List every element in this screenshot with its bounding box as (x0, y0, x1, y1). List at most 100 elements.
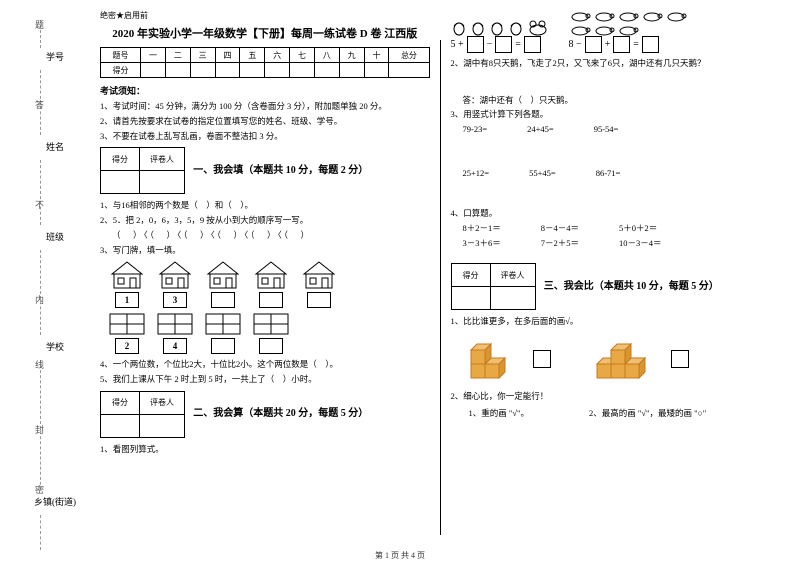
grader-box: 得分评卷人 (100, 147, 185, 194)
door-number-blank (211, 292, 235, 308)
q1-5: 5、我们上课从下午 2 时上到 5 时，一共上了（ ）小时。 (100, 373, 430, 386)
field-class: 班级 (46, 230, 64, 243)
mental-calc-row: 3－3＋6＝ 7－2＋5＝ 10－3－4＝ (463, 237, 781, 249)
house-icon (204, 260, 242, 290)
calc-item: 10－3－4＝ (619, 237, 662, 249)
answer-box (613, 36, 630, 53)
section-2-title: 二、我会算（本题共 20 分，每题 5 分） (193, 404, 368, 419)
mini-grader: 评卷人 (490, 264, 535, 287)
seal-text: 内 (33, 295, 46, 312)
grader-box: 得分评卷人 (451, 263, 536, 310)
left-column: 绝密★启用前 2020 年实验小学一年级数学【下册】每周一练试卷 D 卷 江西版… (90, 10, 440, 545)
field-school: 学校 (46, 340, 64, 353)
cube-stack-icon (463, 334, 523, 384)
turtle-icon (665, 10, 687, 22)
turtle-icon (569, 24, 591, 36)
field-name: 姓名 (46, 140, 64, 153)
turtle-icon (641, 10, 663, 22)
vertical-calc-row: 25+12= 55+45= 86-71= (463, 168, 781, 178)
equation-2: 8 − + = (569, 36, 699, 53)
door-number-blank (211, 338, 235, 354)
seal-text: 封 (33, 425, 46, 442)
q1-1: 1、与16相邻的两个数是（ ）和（ ）。 (100, 199, 430, 212)
turtle-icon (593, 10, 615, 22)
notice-item: 3、不要在试卷上乱写乱画，卷面不整洁扣 3 分。 (100, 130, 430, 143)
boxpile-icon (108, 312, 146, 336)
house-icon (252, 260, 290, 290)
score-col: 六 (265, 48, 290, 63)
calc-item: 24+45= (527, 124, 554, 134)
q2-1: 1、看图列算式。 (100, 443, 430, 456)
score-col: 八 (314, 48, 339, 63)
boxpile-icon (156, 312, 194, 336)
mini-score: 得分 (451, 264, 490, 287)
eq-text: 8 − (569, 39, 582, 50)
mini-grader: 评卷人 (140, 391, 185, 414)
calc-item: 7－2＋5＝ (541, 237, 579, 249)
calc-item: 95-54= (594, 124, 619, 134)
binding-sidebar: 学号 姓名 班级 学校 乡镇(街道) 题 答 不 内 线 封 密 (0, 0, 85, 565)
field-student-id: 学号 (46, 50, 64, 63)
answer-box (585, 36, 602, 53)
mouse-icon (527, 18, 549, 36)
seal-text: 题 (33, 20, 46, 37)
cubes-compare (463, 334, 781, 384)
house-icon (156, 260, 194, 290)
eq-text: + (605, 39, 611, 50)
score-col: 总分 (389, 48, 429, 63)
calc-item: 55+45= (529, 168, 556, 178)
houses-row-2: 2 4 (108, 312, 430, 354)
answer-box (524, 36, 541, 53)
turtle-icon (569, 10, 591, 22)
exam-title: 2020 年实验小学一年级数学【下册】每周一练试卷 D 卷 江西版 (100, 25, 430, 41)
answer-box (467, 36, 484, 53)
q1-3: 3、写门牌，填一填。 (100, 244, 430, 257)
calc-item: 5＋0＋2＝ (619, 222, 657, 234)
dash-line (40, 250, 41, 335)
dash-line (40, 515, 41, 550)
calc-item: 8－4－4＝ (541, 222, 579, 234)
door-number-blank (259, 292, 283, 308)
checkbox (533, 350, 551, 368)
door-number-blank (307, 292, 331, 308)
checkbox (671, 350, 689, 368)
score-col: 七 (290, 48, 315, 63)
acorns-group (451, 18, 549, 36)
score-col: 一 (141, 48, 166, 63)
mini-score: 得分 (101, 391, 140, 414)
score-col: 九 (339, 48, 364, 63)
door-number: 1 (115, 292, 139, 308)
turtle-icon (617, 10, 639, 22)
equation-1: 5 + − = (451, 36, 549, 53)
acorn-icon (451, 18, 467, 36)
q3-1: 1、比比谁更多，在多后面的画√。 (451, 315, 781, 328)
boxpile-icon (252, 312, 290, 336)
house-icon (300, 260, 338, 290)
calc-item: 25+12= (463, 168, 490, 178)
q1-2-blanks: （ ）〈（ ）〈（ ）〈（ ）〈（ ）〈（ ） (112, 229, 430, 242)
door-number-blank (259, 338, 283, 354)
q3-2: 2、细心比，你一定能行！ (451, 390, 781, 403)
q2-3: 3、用竖式计算下列各题。 (451, 108, 781, 121)
turtles-group (569, 10, 699, 36)
seal-text: 线 (33, 360, 46, 377)
score-col: 五 (240, 48, 265, 63)
score-col: 三 (190, 48, 215, 63)
mental-calc-row: 8＋2－1＝ 8－4－4＝ 5＋0＋2＝ (463, 222, 781, 234)
right-column: 5 + − = (441, 10, 791, 545)
page-footer: 第 1 页 共 4 页 (0, 550, 800, 561)
q2-2: 2、湖中有8只天鹅，飞走了2只，又飞来了6只，湖中还有几只天鹅？ (451, 57, 781, 70)
calc-item: 86-71= (596, 168, 621, 178)
cube-stack-icon (591, 334, 661, 384)
section-1-title: 一、我会填（本题共 10 分，每题 2 分） (193, 161, 368, 176)
score-row-label: 得分 (101, 63, 141, 78)
calc-item: 3－3＋6＝ (463, 237, 501, 249)
score-col: 题号 (101, 48, 141, 63)
boxpile-icon (204, 312, 242, 336)
house-icon (108, 260, 146, 290)
seal-text: 答 (33, 100, 46, 117)
secret-label: 绝密★启用前 (100, 10, 430, 21)
eq-text: = (515, 39, 521, 50)
q3-2a: 1、重的画 "√"。 (469, 407, 529, 420)
eq-text: − (487, 39, 493, 50)
